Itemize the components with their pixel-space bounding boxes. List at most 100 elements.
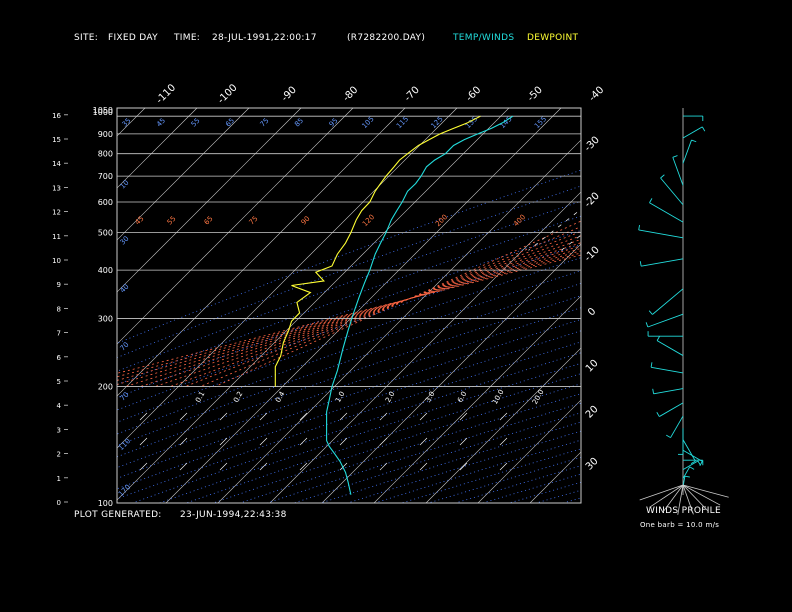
- theta-label: 85: [293, 117, 305, 129]
- wind-barb-shaft: [653, 388, 684, 395]
- dry-adiabat-line: [239, 393, 581, 503]
- pressure-tick-label: 1050: [93, 106, 113, 115]
- surface-wind-barb: [662, 484, 684, 513]
- height-tick-label: 1: [57, 475, 61, 483]
- pressure-tick-label: 200: [98, 383, 113, 392]
- mixing-ratio-lines: [139, 108, 792, 471]
- isotherm-line: [425, 347, 581, 503]
- moist-adiabat-line: [117, 250, 581, 381]
- isotherm-line: [477, 399, 581, 503]
- surface-wind-barb: [649, 484, 684, 508]
- isotherm-line: [529, 451, 581, 503]
- mixing-ratio-label: 0.1: [194, 390, 206, 404]
- height-tick-label: 16: [52, 112, 61, 120]
- mixing-ratio-line: [758, 108, 792, 250]
- wind-barb-shaft: [656, 340, 684, 356]
- pressure-tick-label: 800: [98, 150, 113, 159]
- wind-barb-shaft: [652, 288, 684, 315]
- surface-wind-barb: [682, 484, 729, 498]
- temperature-profile-line: [326, 115, 514, 495]
- wind-barb-flag: [666, 434, 671, 438]
- surface-wind-barb: [639, 484, 684, 501]
- plot-generated-value: 23-JUN-1994,22:43:38: [180, 510, 287, 520]
- dry-adiabat-line: [117, 200, 581, 372]
- grid-tick-mark: [419, 412, 428, 421]
- moist-adiabat-line: [185, 231, 581, 387]
- right-temp-label: 0: [586, 306, 598, 318]
- theta-label: 35: [121, 117, 133, 129]
- height-tick-label: 0: [57, 499, 61, 507]
- dry-adiabat-line: [536, 489, 581, 503]
- time-value: 28-JUL-1991,22:00:17: [212, 33, 317, 43]
- right-temp-label: -30: [583, 135, 602, 154]
- theta-e-label: 200: [434, 213, 449, 228]
- dry-adiabat-line: [117, 341, 581, 500]
- pressure-tick-label: 500: [98, 229, 113, 238]
- wind-barb-shaft: [649, 202, 684, 223]
- site-label: SITE:: [74, 33, 99, 43]
- isotherm-line: [738, 108, 792, 503]
- top-temp-label: -40: [587, 85, 606, 104]
- wind-barb-flag: [638, 224, 640, 231]
- wind-barb-flag: [701, 126, 706, 132]
- theta-e-label: 75: [248, 215, 260, 227]
- wind-barb-shaft: [682, 126, 703, 139]
- mixing-ratio-label: 0.4: [274, 390, 287, 404]
- wind-barb-shaft: [641, 258, 684, 267]
- height-tick-label: 14: [52, 160, 61, 168]
- height-tick-label: 5: [57, 378, 61, 386]
- grid-tick-mark: [339, 462, 348, 471]
- surface-wind-barb: [682, 484, 721, 506]
- theta-label: 105: [361, 115, 376, 130]
- grid-tick-mark: [139, 412, 148, 421]
- isotherm-lines: [0, 108, 792, 503]
- wind-barb-shaft: [682, 466, 691, 479]
- dry-adiabat-line: [455, 465, 581, 503]
- moist-adiabat-line: [117, 247, 581, 385]
- top-temp-label: -70: [403, 85, 422, 104]
- sounding-profiles: [274, 115, 514, 495]
- theta-e-label: 65: [203, 215, 215, 227]
- grid-tick-mark: [179, 437, 188, 446]
- theta-e-label: 90: [300, 215, 312, 227]
- height-tick-label: 7: [57, 330, 61, 338]
- data-file-name: (R7282200.DAY): [347, 33, 426, 43]
- isotherm-line: [117, 108, 302, 293]
- height-tick-label: 6: [57, 354, 62, 362]
- theta-e-label: 120: [361, 213, 376, 228]
- wind-barb-flag: [672, 155, 678, 158]
- theta-e-label: 45: [134, 215, 146, 227]
- dry-adiabat-line: [428, 456, 581, 503]
- surface-wind-barb: [677, 484, 684, 515]
- mixing-ratio-line: [687, 108, 792, 250]
- right-temp-label: -20: [583, 191, 602, 210]
- wind-barb-shaft: [672, 157, 684, 186]
- grid-tick-mark: [299, 412, 308, 421]
- pressure-tick-label: 300: [98, 314, 113, 323]
- dry-adiabat-line: [617, 108, 792, 503]
- theta-left-label: 110: [117, 437, 132, 452]
- grid-tick-mark: [139, 462, 148, 471]
- theta-e-label: 400: [512, 213, 527, 228]
- grid-tick-mark: [459, 462, 468, 471]
- mixing-ratio-line: [596, 108, 784, 250]
- dry-adiabat-line: [117, 215, 581, 386]
- top-temp-label: -80: [341, 85, 360, 104]
- isotherm-line: [582, 108, 792, 503]
- surface-wind-barb: [682, 484, 694, 515]
- grid-tick-mark: [379, 412, 388, 421]
- isotherm-line: [117, 108, 510, 501]
- time-label: TIME:: [174, 33, 201, 43]
- grid-tick-mark: [139, 437, 148, 446]
- wind-barb-flag: [689, 466, 695, 470]
- dry-adiabat-line: [132, 352, 581, 503]
- top-temp-label: -50: [526, 85, 545, 104]
- grid-tick-mark: [379, 437, 388, 446]
- mixing-ratio-label: 3.0: [424, 390, 436, 404]
- grid-tick-mark: [499, 462, 508, 471]
- isotherm-line: [117, 108, 458, 449]
- theta-left-label: 70: [119, 391, 131, 403]
- pressure-tick-label: 1000: [93, 108, 113, 117]
- isotherm-line: [0, 108, 93, 503]
